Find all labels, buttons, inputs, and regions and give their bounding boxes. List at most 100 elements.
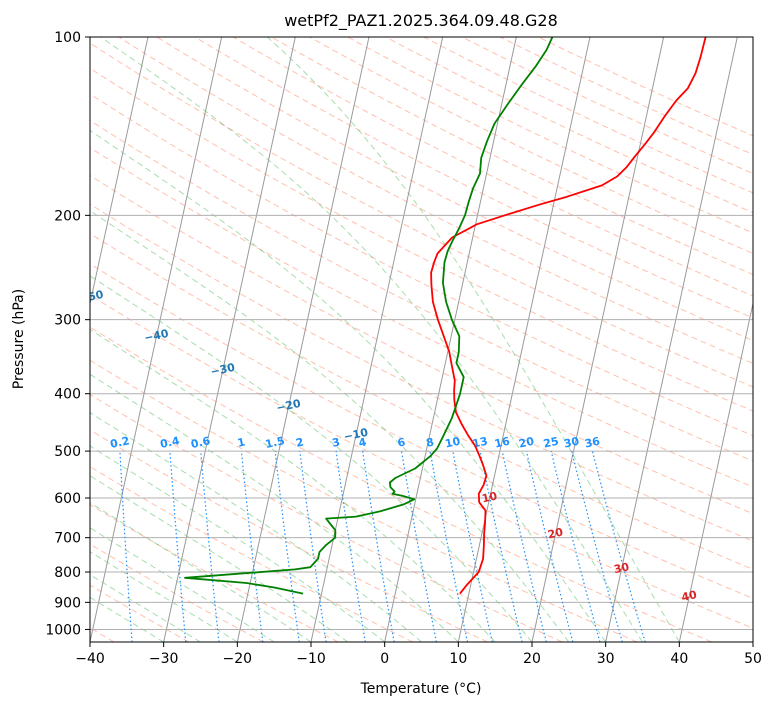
mixing-ratio-label: 6 <box>396 435 407 449</box>
y-tick-label: 700 <box>54 531 81 547</box>
moist-adiabat <box>90 373 459 642</box>
isotherm-label: 20 <box>547 525 565 541</box>
dry-adiabat <box>90 429 488 642</box>
mixing-ratio-line <box>200 451 220 642</box>
mixing-ratio-line <box>591 450 646 642</box>
mixing-ratio-label: 20 <box>518 435 536 451</box>
mixing-ratio-label: 1 <box>236 435 246 449</box>
mixing-ratio-label: 2 <box>295 435 305 449</box>
x-tick-label: −20 <box>223 651 253 667</box>
moist-adiabat <box>90 275 533 642</box>
dry-adiabat <box>90 584 190 642</box>
chart-title: wetPf2_PAZ1.2025.364.09.48.G28 <box>284 11 558 31</box>
mixing-ratio-label: 8 <box>425 435 435 449</box>
dry-adiabat <box>90 294 753 629</box>
moist-adiabat <box>90 129 607 642</box>
mixing-ratio-label: 30 <box>563 435 581 451</box>
moist-adiabat <box>90 412 422 642</box>
isotherm <box>384 37 517 642</box>
mixing-ratio-line <box>479 450 523 642</box>
dry-adiabat <box>90 263 753 599</box>
isotherm <box>678 301 753 642</box>
isotherm <box>605 37 738 642</box>
mixing-ratio-label: 36 <box>583 435 601 451</box>
x-tick-label: −30 <box>149 651 179 667</box>
mixing-ratio-line <box>571 450 623 642</box>
x-tick-label: 10 <box>449 651 467 667</box>
isotherm-label: −50 <box>78 288 105 306</box>
isotherm <box>531 37 665 642</box>
y-tick-label: 1000 <box>45 622 81 638</box>
moist-adiabat <box>90 328 496 642</box>
moist-adiabat <box>90 210 570 642</box>
mixing-ratio-line <box>550 450 601 642</box>
mixing-ratio-line <box>274 451 300 642</box>
reference-labels: 0.10.20.40.611.52346810131620253036−100−… <box>78 288 698 604</box>
mixing-ratio-line <box>169 451 187 642</box>
moist-adiabat <box>100 37 643 642</box>
y-tick-label: 500 <box>54 444 81 460</box>
isotherm <box>90 37 223 642</box>
isotherm <box>457 37 591 642</box>
moist-adiabats <box>90 37 680 642</box>
plot-area: 0.10.20.40.611.52346810131620253036−100−… <box>78 37 753 642</box>
y-tick-label: 800 <box>54 565 81 581</box>
mixing-ratio-line <box>429 450 469 642</box>
isotherm <box>90 37 149 306</box>
mixing-ratio-line <box>525 450 574 642</box>
dewpoint-line <box>184 37 554 595</box>
mixing-ratio-label: 1.5 <box>264 434 286 451</box>
mixing-ratio-label: 0.6 <box>190 434 212 451</box>
dry-adiabats <box>90 37 753 642</box>
mixing-ratio-label: 3 <box>331 435 341 449</box>
x-tick-label: 30 <box>597 651 615 667</box>
x-tick-label: −10 <box>296 651 326 667</box>
mixing-ratio-line <box>240 451 264 642</box>
mixing-ratio-label: 25 <box>542 435 560 451</box>
isotherm <box>236 37 370 642</box>
isotherm-label: 30 <box>613 560 631 576</box>
y-tick-label: 600 <box>54 491 81 507</box>
x-tick-label: −40 <box>75 651 105 667</box>
y-tick-label: 200 <box>54 208 81 224</box>
dry-adiabat <box>90 326 712 642</box>
mixing-ratio-label: 0.4 <box>159 434 181 451</box>
x-tick-label: 0 <box>380 651 389 667</box>
mixing-ratio-label: 0.2 <box>109 434 131 451</box>
isotherms <box>90 37 753 642</box>
dry-adiabat <box>90 359 638 642</box>
profile-series <box>184 37 707 595</box>
mixing-ratio-line <box>335 451 366 642</box>
mixing-ratio-label: 10 <box>444 435 462 451</box>
dry-adiabat <box>90 93 753 437</box>
temperature-line <box>430 37 707 595</box>
y-axis-label: Pressure (hPa) <box>11 289 27 389</box>
y-axis-ticks: 100 200 300 400 500 600 700 800 900 1000 <box>45 30 90 638</box>
dry-adiabat <box>232 37 753 297</box>
isotherm-label: −10 <box>343 426 370 444</box>
dry-adiabat <box>155 37 753 342</box>
moist-adiabat <box>90 475 349 642</box>
x-tick-label: 50 <box>744 651 762 667</box>
dry-adiabat <box>117 37 753 364</box>
dry-adiabat <box>90 504 339 642</box>
dry-adiabat <box>90 147 753 488</box>
x-tick-label: 40 <box>670 651 688 667</box>
dry-adiabat <box>90 232 753 570</box>
isotherm-label: −40 <box>143 327 170 345</box>
pressure-gridlines <box>90 37 753 630</box>
x-tick-label: 20 <box>523 651 541 667</box>
y-tick-label: 900 <box>54 595 81 611</box>
moist-adiabat <box>90 596 164 642</box>
mixing-ratio-label: 4 <box>357 435 368 449</box>
isotherm-label: 10 <box>481 489 499 505</box>
moist-adiabat <box>90 445 385 642</box>
y-tick-label: 100 <box>54 30 81 46</box>
mixing-ratio-line <box>452 450 493 642</box>
isotherm <box>310 37 444 642</box>
moist-adiabat <box>90 551 238 642</box>
x-axis-label: Temperature (°C) <box>360 681 482 697</box>
dry-adiabat <box>90 174 753 515</box>
plot-frame <box>89 36 754 643</box>
